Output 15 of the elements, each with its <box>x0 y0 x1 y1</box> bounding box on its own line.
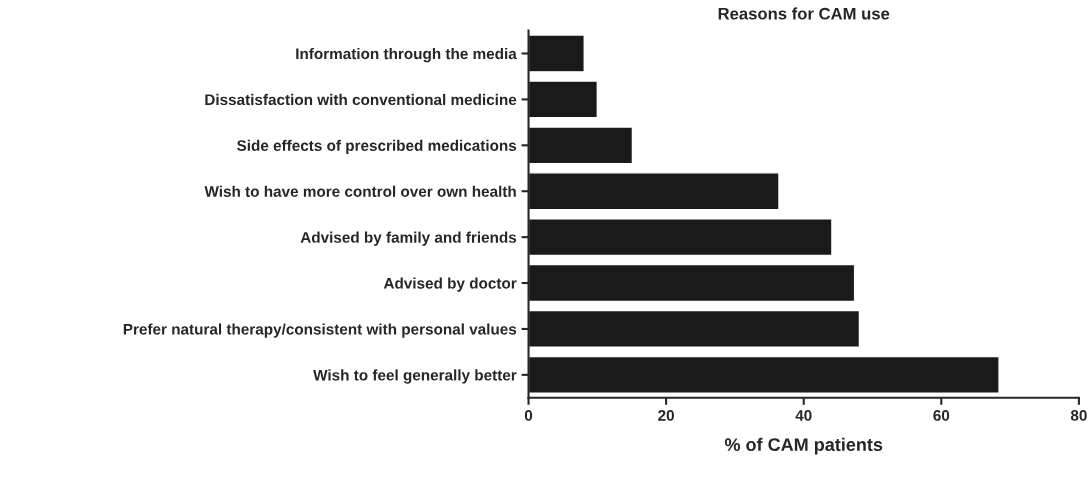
x-axis-title: % of CAM patients <box>724 437 883 455</box>
y-tick-label: Information through the media <box>296 47 517 63</box>
y-tick-label: Side effects of prescribed medications <box>237 139 517 155</box>
y-tick-label: Advised by family and friends <box>300 231 517 246</box>
x-tick-label: 40 <box>795 410 812 421</box>
x-tick-label: 60 <box>933 410 950 421</box>
y-tick-label: Wish to feel generally better <box>313 369 517 384</box>
y-tick-label: Advised by doctor <box>383 277 517 292</box>
x-tick-label: 80 <box>1070 410 1087 421</box>
y-tick-label: Prefer natural therapy/consistent with personal values <box>123 323 517 338</box>
x-tick-label: 0 <box>524 410 533 421</box>
chart-title: Reasons for CAM use <box>718 7 890 20</box>
y-tick-label: Wish to have more control over own health <box>204 185 516 197</box>
x-tick-label: 20 <box>658 410 674 421</box>
y-tick-label: Dissatisfaction with conventional medicine <box>205 93 517 106</box>
